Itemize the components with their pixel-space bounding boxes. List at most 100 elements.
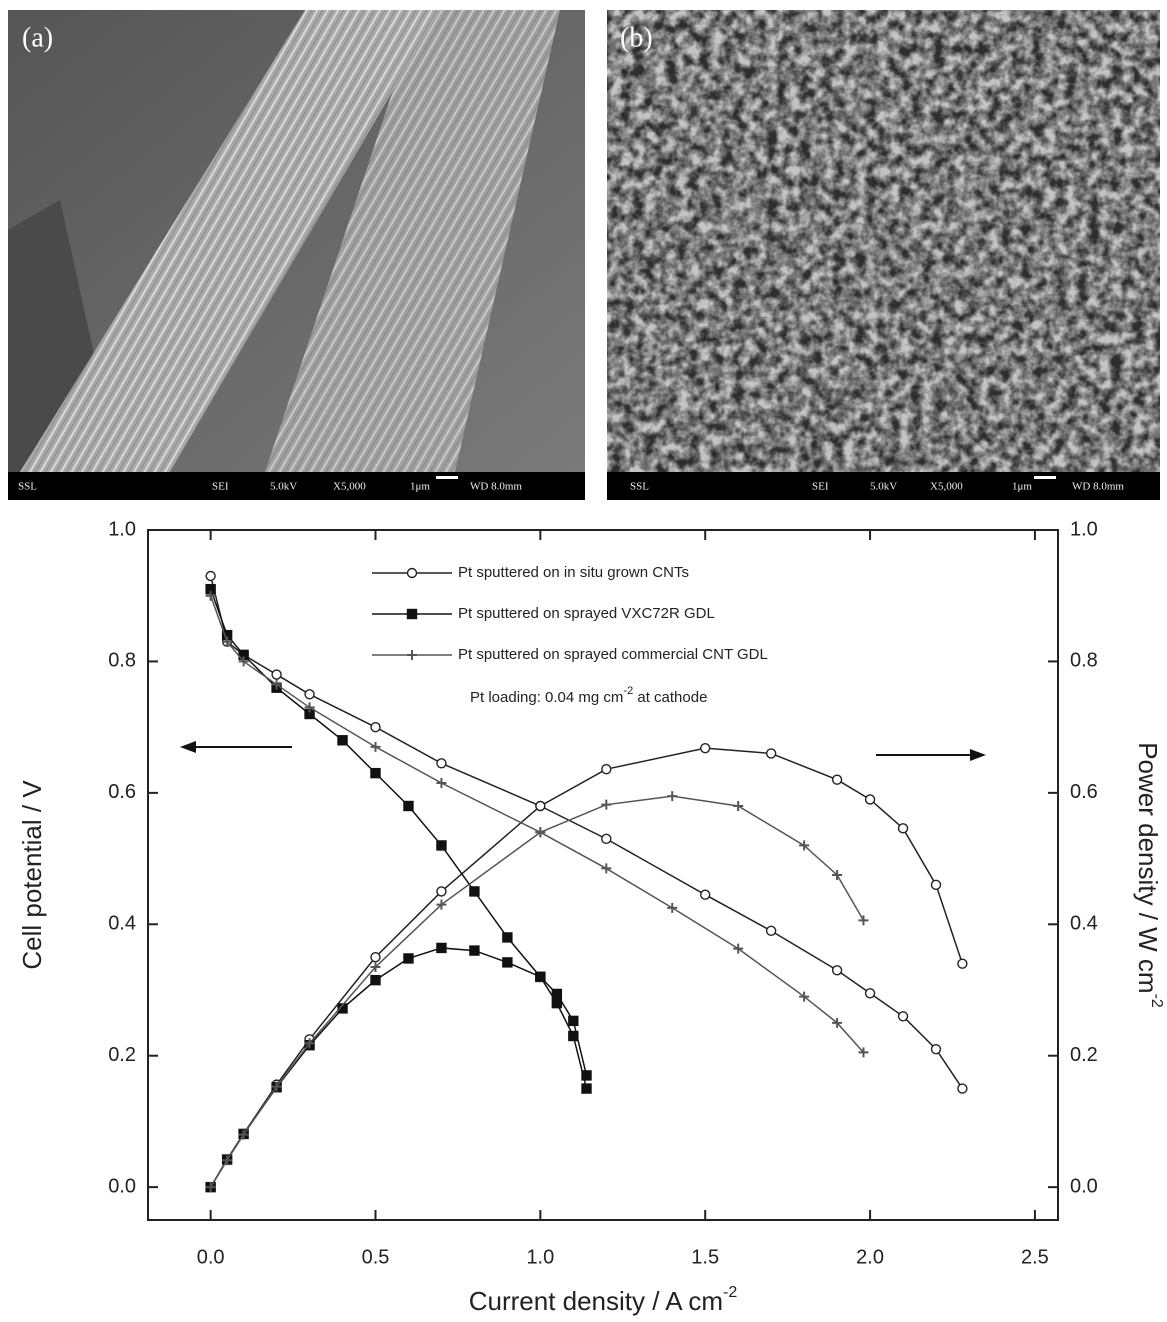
sem-image-b: (b) SSL SEI 5.0kV X5,000 1μm WD 8.0mm [607, 10, 1160, 500]
y2-tick-label: 0.2 [1070, 1044, 1098, 1066]
data-point [930, 1043, 942, 1055]
data-point [831, 774, 843, 785]
y2-tick-label: 0.6 [1070, 781, 1098, 803]
legend-marker [406, 567, 418, 579]
x-tick-label: 2.0 [856, 1246, 884, 1268]
info-text: X5,000 [930, 481, 963, 493]
data-point [238, 656, 249, 667]
info-text: SEI [212, 481, 229, 493]
annotation-text: Pt loading: 0.04 mg cm [470, 689, 623, 706]
legend-marker [407, 650, 417, 660]
data-point [222, 1155, 233, 1166]
y2-tick-label: 0.4 [1070, 913, 1098, 935]
data-point [337, 735, 348, 746]
data-point [581, 1083, 592, 1094]
data-point [858, 915, 869, 926]
y-tick-label: 0.0 [108, 1175, 136, 1197]
plot-frame [147, 529, 1059, 1221]
fiber [20, 10, 440, 472]
x-tick-label: 1.0 [526, 1246, 554, 1268]
x-axis-label: Current density / A cm-2 [469, 1284, 738, 1316]
data-point [271, 669, 282, 680]
x-tick-label: 0.0 [197, 1246, 225, 1268]
y2-axis-label: Power density / W cm-2 [1133, 742, 1165, 1008]
data-point [551, 988, 563, 1000]
info-text: X5,000 [333, 481, 366, 493]
scale-bar [436, 476, 458, 479]
y2-tick-label: 0.8 [1070, 650, 1098, 672]
info-text: WD 8.0mm [1072, 481, 1124, 493]
scale-bar [1034, 476, 1056, 479]
data-point [535, 800, 546, 812]
data-point [205, 570, 216, 582]
data-point [403, 953, 414, 964]
data-point [667, 902, 678, 913]
data-point [222, 636, 233, 647]
panel-label: (a) [22, 22, 53, 53]
data-point [436, 758, 447, 769]
data-point [601, 799, 612, 810]
data-point [831, 965, 843, 976]
data-point [337, 1003, 348, 1014]
data-point [568, 1015, 579, 1027]
power-line [210, 795, 865, 1188]
legend-marker [406, 608, 418, 620]
data-point [205, 590, 216, 601]
data-point [799, 840, 810, 851]
data-point [370, 962, 381, 972]
data-point [957, 958, 968, 969]
data-point [858, 1047, 869, 1058]
data-point [957, 1083, 968, 1094]
data-point [370, 951, 381, 963]
info-text: WD 8.0mm [470, 481, 522, 493]
data-point [601, 833, 612, 845]
y-tick-label: 0.8 [108, 650, 136, 672]
info-text: 5.0kV [870, 481, 897, 493]
annotation-text: at cathode [633, 689, 707, 706]
y2-axis-label-text: Power density / W cm [1133, 742, 1163, 993]
data-point [535, 827, 546, 838]
data-point [700, 742, 711, 754]
data-point [304, 1038, 315, 1049]
data-point [436, 886, 447, 897]
data-point [601, 863, 612, 874]
data-point [765, 748, 777, 759]
power-line [210, 747, 964, 1188]
arrow-right [876, 749, 986, 761]
power-line [210, 947, 588, 1188]
data-point [568, 1030, 579, 1042]
data-point [436, 942, 447, 954]
data-point [930, 879, 942, 891]
x-tick-label: 0.5 [362, 1246, 390, 1268]
legend-label: Pt sputtered on in situ grown CNTs [458, 564, 689, 581]
y-tick-label: 1.0 [108, 518, 136, 540]
info-text: SEI [812, 481, 829, 493]
data-point [733, 943, 744, 954]
y2-tick-label: 1.0 [1070, 518, 1098, 540]
data-point [581, 1070, 592, 1081]
data-point [271, 679, 282, 690]
info-text: 1μm [1012, 481, 1032, 493]
sem-image-a: (a) SSL SEI 5.0kV X5,000 1μm WD 8.0mm [8, 10, 585, 500]
data-point [370, 767, 381, 779]
y-tick-label: 0.6 [108, 781, 136, 803]
data-point [765, 925, 777, 937]
data-point [733, 801, 744, 811]
data-point [370, 974, 381, 986]
data-point [436, 899, 447, 910]
data-point [469, 886, 480, 897]
nanotube-texture [607, 10, 1160, 472]
x-axis-label-exponent: -2 [723, 1284, 737, 1301]
data-point [370, 721, 381, 733]
fiber [265, 10, 560, 472]
data-point [897, 1011, 909, 1022]
info-bar [8, 472, 585, 500]
data-point [271, 1081, 282, 1092]
data-point [370, 741, 381, 752]
voltage-line [209, 595, 865, 1053]
info-text: 5.0kV [270, 481, 297, 493]
data-point [502, 932, 513, 943]
data-point [897, 823, 909, 834]
voltage-line [209, 575, 964, 1089]
